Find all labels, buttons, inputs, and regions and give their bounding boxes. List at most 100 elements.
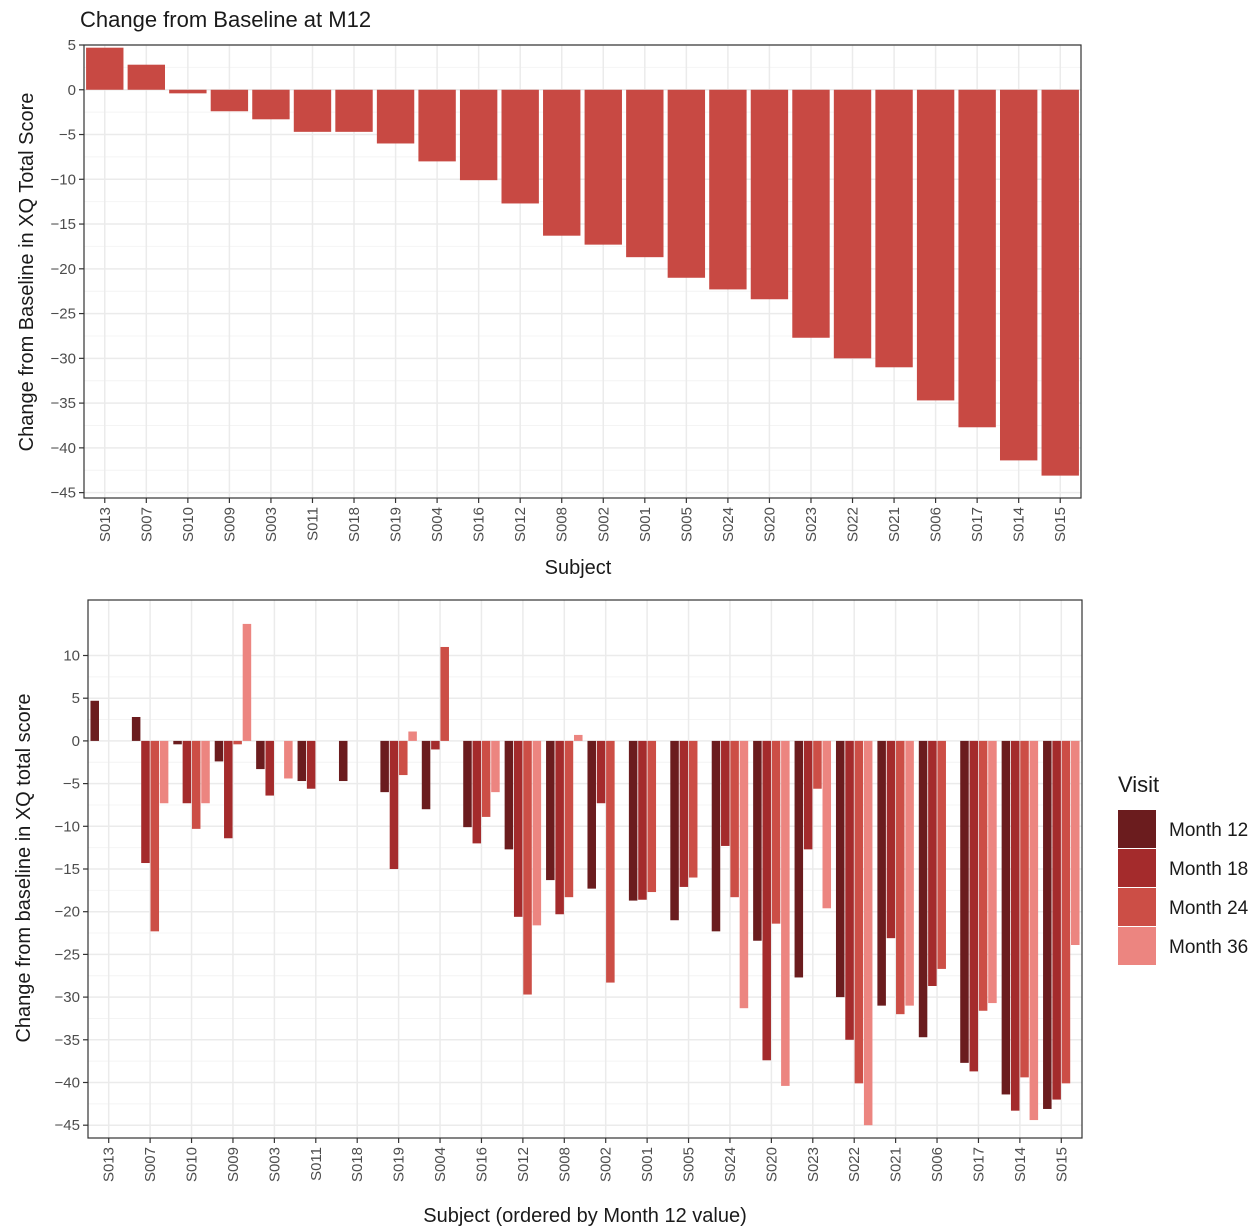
bar-s009-month-18 [224, 740, 233, 839]
bar-s016-month-24 [481, 740, 491, 817]
chart-m12-y-axis: 5 0 −5 −10 −15 −20 −25 −30 −35 −40 −45 [51, 37, 84, 502]
bar-s010-month-18 [182, 740, 192, 804]
bar-s022-month-18 [845, 740, 854, 1040]
bar-s011-month-18 [306, 740, 316, 789]
x-tick-label-s013: S013 [101, 1147, 118, 1182]
bar-s007-month-36 [159, 740, 169, 804]
bar-s005-month-24 [688, 740, 698, 878]
legend-label-month-12: Month 12 [1169, 820, 1248, 841]
x-tick-label-s024: S024 [722, 1147, 739, 1182]
x-tick-label-s008: S008 [554, 507, 571, 542]
x-tick-label-s004: S004 [432, 1147, 449, 1182]
bar-s017-month-12 [960, 740, 969, 1063]
chart-m12: Change from Baseline at M12 5 0 −5 −10 −15 −2… [16, 7, 1082, 579]
bar-s016 [459, 89, 498, 181]
x-tick-label-s005: S005 [681, 1147, 698, 1182]
chart-by-visit-y-axis-title: Change from baseline in XQ total score [13, 693, 35, 1042]
chart-m12-title: Change from Baseline at M12 [80, 7, 371, 32]
y-tick-label: −10 [55, 818, 80, 835]
x-tick-label-s003: S003 [266, 1147, 283, 1182]
bar-s021-month-18 [886, 740, 896, 939]
legend-label-month-18: Month 18 [1169, 859, 1248, 880]
x-tick-label-s009: S009 [221, 507, 238, 542]
chart-m12-x-axis: S013 S007 S010 S009 S003 S011 S018 S019 S004 S016… [97, 498, 1069, 542]
bar-s015 [1041, 89, 1079, 476]
x-tick-label-s009: S009 [225, 1147, 242, 1182]
y-tick-label: 0 [68, 82, 76, 99]
bar-s010-month-12 [173, 740, 182, 745]
bar-s008 [543, 89, 581, 236]
x-tick-label-s022: S022 [846, 1147, 863, 1182]
y-tick-label: −45 [51, 485, 76, 502]
bar-s015-month-12 [1043, 740, 1052, 1109]
bar-s006-month-18 [928, 740, 937, 986]
y-tick-label: −40 [55, 1074, 80, 1091]
x-tick-label-s016: S016 [471, 507, 488, 542]
chart-m12-panel-border [83, 44, 1082, 499]
legend-label-month-36: Month 36 [1169, 937, 1248, 958]
x-tick-label-s006: S006 [929, 1147, 946, 1182]
bar-s022-month-24 [854, 740, 864, 1084]
bar-s020 [750, 89, 789, 300]
bar-s023 [792, 89, 830, 338]
x-tick-label-s008: S008 [556, 1147, 573, 1182]
bar-s024-month-36 [739, 740, 749, 1009]
bar-s001-month-18 [638, 740, 647, 900]
x-tick-label-s007: S007 [142, 1147, 159, 1182]
y-tick-label: −25 [55, 946, 80, 963]
y-tick-label: −35 [55, 1032, 80, 1049]
bar-s021 [875, 89, 913, 368]
bar-s024-month-24 [730, 740, 739, 898]
bar-s012-month-12 [504, 740, 514, 850]
x-tick-label-s021: S021 [888, 1147, 905, 1182]
bar-s019-month-12 [380, 740, 389, 793]
y-tick-label: −25 [51, 306, 76, 323]
bar-s024-month-18 [721, 740, 730, 846]
bar-s016-month-12 [463, 740, 472, 828]
bar-s004-month-12 [421, 740, 431, 810]
bar-s005-month-18 [679, 740, 689, 887]
x-tick-label-s001: S001 [637, 507, 654, 542]
bar-s002 [584, 89, 622, 245]
y-tick-label: −5 [59, 127, 76, 144]
bar-s012-month-36 [532, 740, 542, 926]
legend-items: Month 12 Month 18 Month 24 Month 36 [1118, 810, 1249, 965]
x-tick-label-s005: S005 [678, 507, 695, 542]
bar-s016-month-36 [491, 740, 500, 793]
x-tick-label-s011: S011 [308, 1147, 325, 1181]
bar-s022-month-12 [835, 740, 845, 998]
bar-s021-month-12 [877, 740, 886, 1006]
bar-s006-month-24 [937, 740, 946, 969]
bar-s010-month-36 [201, 740, 210, 804]
x-tick-label-s021: S021 [886, 507, 903, 542]
x-tick-label-s018: S018 [346, 507, 363, 542]
bar-s014-month-18 [1010, 740, 1020, 1111]
bar-s023-month-24 [813, 740, 822, 789]
x-tick-label-s023: S023 [805, 1147, 822, 1182]
y-tick-label: −15 [51, 216, 76, 233]
chart-by-visit-gridlines [88, 600, 1082, 1138]
y-tick-label: −40 [51, 440, 76, 457]
x-tick-label-s014: S014 [1011, 507, 1028, 542]
bar-s002-month-18 [596, 740, 606, 804]
x-tick-label-s010: S010 [180, 507, 197, 542]
y-tick-label: −15 [55, 861, 80, 878]
bar-s009-month-12 [214, 740, 224, 762]
x-tick-label-s004: S004 [429, 507, 446, 542]
bar-s023-month-36 [822, 740, 832, 909]
bar-s015-month-36 [1071, 740, 1080, 946]
chart-by-visit-bars [90, 623, 1080, 1126]
bar-s004-month-24 [440, 646, 449, 741]
y-tick-label: −30 [55, 989, 80, 1006]
bar-s018 [335, 89, 373, 132]
x-tick-label-s019: S019 [388, 507, 405, 542]
x-tick-label-s012: S012 [515, 1147, 532, 1182]
bar-s009 [210, 89, 249, 112]
bar-s007-month-24 [150, 740, 160, 932]
x-tick-label-s023: S023 [803, 507, 820, 542]
bar-s001 [626, 89, 664, 258]
bar-s007-month-18 [141, 740, 150, 864]
y-tick-label: 5 [68, 37, 76, 54]
bar-s020-month-18 [762, 740, 771, 1061]
